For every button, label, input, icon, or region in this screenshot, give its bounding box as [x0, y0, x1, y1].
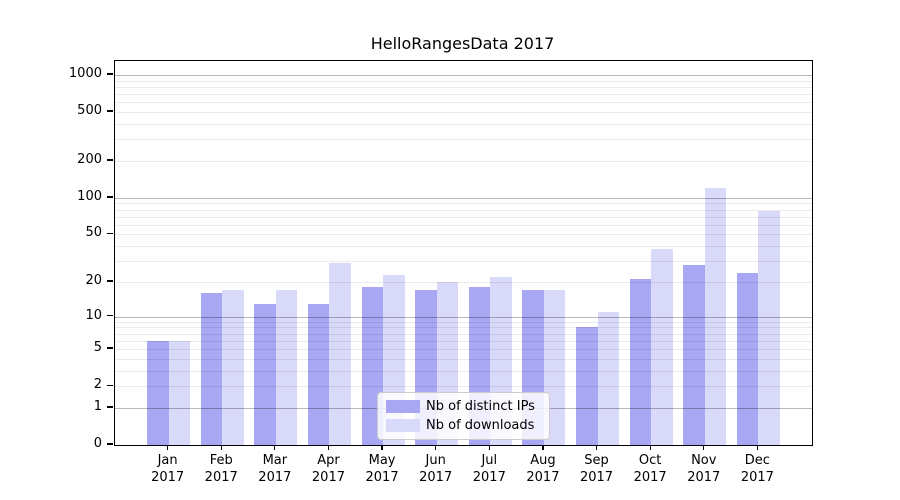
x-tick-label: Dec 2017	[725, 452, 789, 486]
x-tick-label-year: 2017	[740, 470, 774, 485]
x-tick-mark	[166, 445, 169, 450]
bar-ips-nov	[683, 264, 705, 445]
legend-row: Nb of distinct IPs	[386, 399, 539, 414]
x-tick-label-month: Jul	[481, 453, 498, 468]
x-tick-label: Nov 2017	[672, 452, 736, 486]
x-tick-label-month: Nov	[691, 453, 717, 468]
y-tick-label: 1	[93, 398, 102, 414]
x-tick-label: Apr 2017	[296, 452, 360, 486]
x-tick-label-year: 2017	[579, 470, 614, 485]
y-tick-label: 5	[93, 340, 102, 356]
x-tick-label-year: 2017	[258, 470, 292, 485]
x-tick-label-month: Apr	[317, 453, 340, 468]
x-tick-label-month: May	[368, 453, 396, 468]
bar-downloads-nov	[704, 188, 727, 445]
y-tick-mark	[107, 159, 113, 161]
x-tick-mark	[220, 445, 222, 450]
y-tick-mark	[107, 232, 113, 235]
x-tick-label: Oct 2017	[618, 452, 682, 486]
x-tick-label: Mar 2017	[243, 452, 307, 486]
y-tick-label: 0	[93, 436, 102, 451]
x-tick-label-year: 2017	[365, 470, 399, 485]
x-tick-label-year: 2017	[419, 470, 453, 485]
legend-row: Nb of downloads	[386, 418, 539, 433]
bar-ips-jan	[147, 340, 169, 445]
x-tick-mark	[327, 445, 330, 450]
x-tick-label: Jun 2017	[404, 452, 468, 486]
bar-ips-dec	[736, 272, 759, 445]
y-tick-mark	[107, 73, 113, 75]
bar-ips-feb	[200, 293, 223, 445]
x-tick-label-month: Dec	[744, 453, 770, 468]
x-tick-mark	[274, 445, 276, 450]
x-tick-mark	[435, 445, 437, 450]
plot-area	[114, 60, 813, 446]
legend-swatch-downloads	[386, 419, 420, 432]
x-tick-label-month: Jun	[425, 453, 446, 468]
y-tick-label: 2	[93, 377, 102, 393]
legend-label: Nb of distinct IPs	[426, 399, 535, 414]
y-tick-mark	[107, 384, 113, 386]
bar-downloads-dec	[758, 211, 780, 445]
y-tick-mark	[107, 347, 113, 349]
bar-ips-sep	[576, 327, 598, 445]
y-tick-label: 1000	[68, 66, 102, 82]
x-tick-label-month: Aug	[530, 453, 556, 468]
bar-downloads-oct	[651, 248, 673, 445]
y-tick-mark	[107, 280, 113, 282]
bar-downloads-feb	[222, 290, 244, 445]
chart-title: HelloRangesData 2017	[370, 34, 555, 53]
x-tick-label: Jul 2017	[457, 452, 521, 486]
y-tick-mark	[107, 314, 113, 317]
x-tick-label-month: Feb	[209, 453, 233, 468]
x-tick-label-year: 2017	[687, 470, 721, 485]
bar-ips-apr	[308, 303, 330, 445]
x-tick-label: May 2017	[350, 452, 414, 486]
x-tick-mark	[542, 445, 544, 450]
x-tick-label-year: 2017	[633, 470, 667, 485]
x-tick-mark	[703, 445, 705, 450]
bar-ips-oct	[629, 279, 652, 445]
x-tick-mark	[381, 445, 383, 450]
x-tick-label-year: 2017	[204, 470, 238, 485]
y-tick-label: 200	[77, 152, 102, 167]
bars-layer	[115, 61, 812, 445]
y-tick-label: 20	[85, 272, 102, 288]
x-tick-label-year: 2017	[526, 470, 560, 485]
y-tick-mark	[107, 443, 113, 445]
x-tick-label-month: Mar	[262, 453, 288, 468]
x-tick-mark	[756, 445, 759, 450]
x-tick-label: Jan 2017	[136, 452, 200, 486]
x-tick-mark	[488, 445, 490, 450]
x-tick-label: Sep 2017	[565, 452, 629, 486]
bar-downloads-jan	[168, 340, 191, 445]
y-tick-label: 500	[77, 103, 102, 119]
y-tick-label: 50	[85, 225, 102, 241]
y-tick-label: 100	[77, 188, 102, 204]
y-tick-label: 10	[85, 307, 102, 323]
x-tick-label-month: Jan	[157, 453, 178, 468]
bar-downloads-apr	[329, 262, 351, 445]
x-tick-label: Aug 2017	[511, 452, 575, 486]
x-tick-label-year: 2017	[472, 470, 506, 485]
legend-swatch-distinct-ips	[386, 400, 420, 413]
x-tick-label-month: Oct	[638, 453, 662, 468]
bar-downloads-sep	[597, 311, 619, 445]
y-tick-mark	[107, 406, 113, 408]
bar-ips-mar	[254, 303, 276, 445]
x-tick-mark	[595, 445, 598, 450]
x-tick-label-year: 2017	[311, 470, 345, 485]
x-tick-label: Feb 2017	[189, 452, 253, 486]
bar-downloads-mar	[275, 290, 298, 445]
legend: Nb of distinct IPs Nb of downloads	[377, 392, 550, 440]
x-tick-label-month: Sep	[584, 453, 609, 468]
x-tick-label-year: 2017	[151, 470, 185, 485]
x-tick-mark	[649, 445, 651, 450]
legend-label: Nb of downloads	[426, 418, 535, 433]
y-tick-mark	[107, 110, 113, 112]
y-tick-mark	[107, 196, 113, 198]
